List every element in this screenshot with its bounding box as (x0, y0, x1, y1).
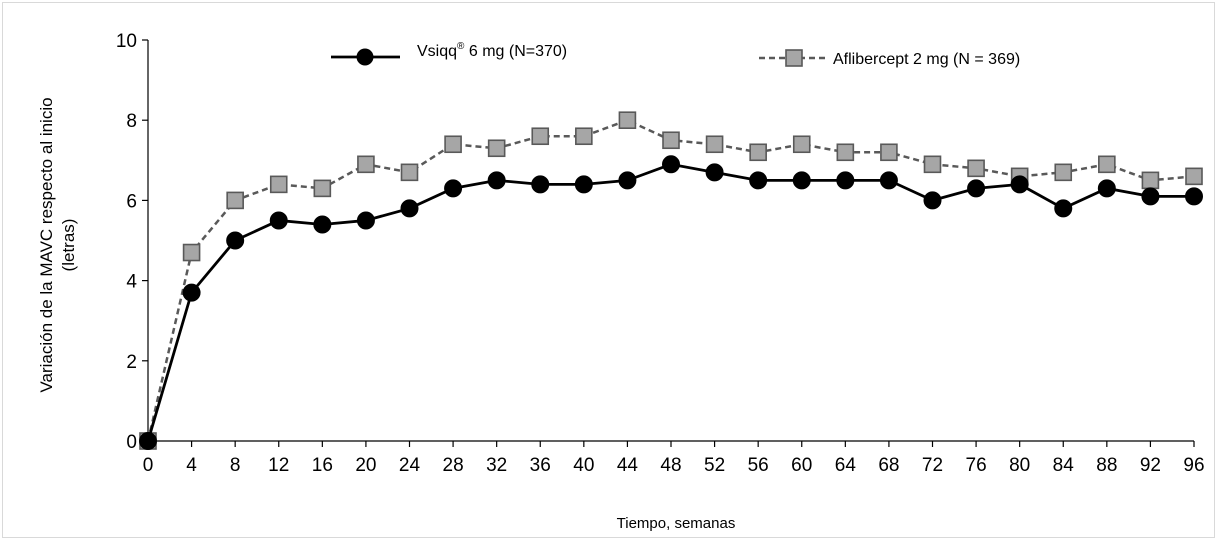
data-point (357, 155, 375, 174)
data-point (400, 163, 419, 182)
data-point (705, 163, 724, 182)
y-tick-label: 10 (116, 31, 137, 52)
data-point (662, 131, 680, 150)
data-point (444, 135, 462, 154)
y-axis-label-line1: Variación de la MAVC respecto al inicio (37, 97, 56, 392)
data-point (618, 171, 637, 190)
data-point (967, 159, 985, 178)
y-tick-label: 0 (126, 432, 137, 453)
data-point (880, 143, 898, 162)
data-point (967, 179, 986, 198)
data-point (182, 243, 201, 262)
x-tick-label: 12 (268, 455, 289, 476)
data-point (749, 171, 768, 190)
x-tick-label: 20 (355, 455, 376, 476)
data-point (1098, 155, 1116, 174)
data-point (574, 175, 593, 194)
x-tick-label: 16 (312, 455, 333, 476)
data-point (662, 155, 680, 174)
data-point (836, 171, 855, 190)
data-point (1185, 187, 1203, 206)
data-point (1141, 171, 1160, 190)
x-tick-label: 32 (486, 455, 507, 476)
x-tick-label: 28 (443, 455, 464, 476)
data-point (1185, 167, 1203, 186)
data-point (792, 171, 811, 190)
data-point (182, 283, 201, 302)
legend-marker-aflibercept (785, 49, 803, 67)
legend: Vsiqq® 6 mg (N=370) Aflibercept 2 mg (N =… (331, 41, 1020, 68)
x-tick-label: 72 (922, 455, 943, 476)
x-tick-label: 36 (530, 455, 551, 476)
x-tick-label: 64 (835, 455, 857, 476)
data-point (792, 135, 811, 154)
x-tick-label: 80 (1009, 455, 1030, 476)
data-point (226, 231, 245, 250)
data-point (1054, 199, 1073, 218)
y-tick-label: 6 (126, 191, 137, 212)
data-point (313, 215, 332, 234)
x-tick-label: 92 (1140, 455, 1161, 476)
series-line (146, 162, 1194, 442)
x-tick-label: 8 (230, 455, 241, 476)
data-point (269, 211, 288, 230)
x-tick-label: 0 (143, 455, 154, 476)
y-axis-label: Variación de la MAVC respecto al inicio … (37, 97, 78, 392)
data-point (531, 127, 550, 146)
data-point (487, 171, 506, 190)
data-point (487, 139, 506, 158)
data-point (226, 191, 244, 210)
data-point (836, 143, 855, 162)
y-tick-label: 4 (126, 272, 137, 293)
x-axis-label: Tiempo, semanas (617, 515, 736, 532)
x-tick-label: 68 (878, 455, 899, 476)
data-point (1010, 175, 1029, 194)
data-point (1141, 187, 1160, 206)
y-tick-label: 8 (126, 111, 137, 132)
data-point (356, 211, 375, 230)
x-tick-label: 48 (660, 455, 681, 476)
legend-label-vsiqq: Vsiqq® 6 mg (N=370) (417, 41, 567, 60)
x-tick-label: 60 (791, 455, 812, 476)
x-tick-label: 56 (748, 455, 769, 476)
data-point (879, 171, 898, 190)
data-point (269, 175, 288, 194)
legend-marker-vsiqq (356, 48, 374, 66)
data-point (923, 191, 942, 210)
x-tick-label: 4 (186, 455, 197, 476)
series-vsiqq (139, 155, 1203, 450)
data-point (1054, 163, 1073, 182)
data-point (923, 155, 942, 174)
data-point (1097, 179, 1116, 198)
y-axis-label-line2: (letras) (59, 219, 78, 272)
x-tick-label: 84 (1053, 455, 1075, 476)
data-point (313, 179, 332, 198)
data-point (400, 199, 419, 218)
data-point (531, 175, 550, 194)
data-point (575, 127, 593, 146)
data-point (705, 135, 724, 154)
x-tick-label: 52 (704, 455, 725, 476)
data-point (749, 143, 767, 162)
legend-label-aflibercept: Aflibercept 2 mg (N = 369) (833, 51, 1020, 68)
data-point (444, 179, 463, 198)
x-tick-label: 76 (966, 455, 987, 476)
data-point (618, 111, 637, 129)
y-tick-label: 2 (126, 352, 137, 373)
x-tick-label: 40 (573, 455, 594, 476)
x-tick-label: 88 (1096, 455, 1117, 476)
series-layer (139, 111, 1203, 450)
x-tick-label: 96 (1183, 455, 1204, 476)
data-point (139, 432, 157, 450)
x-tick-label: 44 (617, 455, 639, 476)
x-tick-label: 24 (399, 455, 421, 476)
